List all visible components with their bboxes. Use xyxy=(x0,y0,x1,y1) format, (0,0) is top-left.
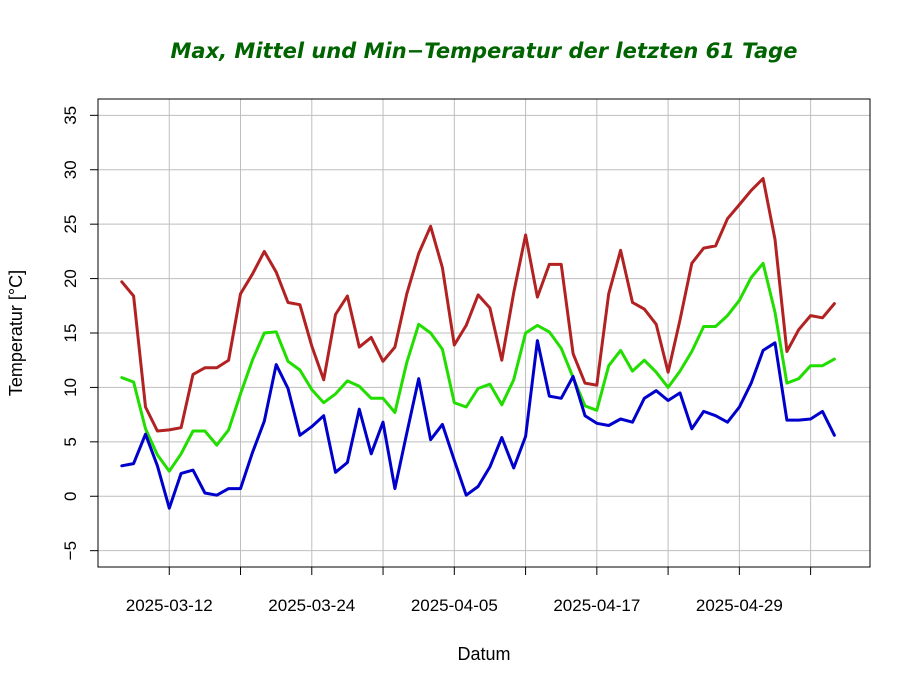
series-line xyxy=(120,339,836,510)
y-tick-label: 25 xyxy=(61,215,80,234)
y-tick-label: 30 xyxy=(61,160,80,179)
x-tick-label: 2025-04-17 xyxy=(553,596,640,615)
y-tick-label: 10 xyxy=(61,378,80,397)
y-tick-label: 5 xyxy=(61,437,80,446)
series-line xyxy=(120,177,836,433)
y-axis: −5 0 5 10 15 20 25 30 35 xyxy=(61,106,98,560)
y-tick-label: 35 xyxy=(61,106,80,125)
x-tick-label: 2025-04-05 xyxy=(411,596,498,615)
series-line xyxy=(120,261,836,473)
y-tick-label: 0 xyxy=(61,492,80,501)
y-axis-label: Temperatur [°C] xyxy=(6,270,26,396)
y-tick-label: 20 xyxy=(61,269,80,288)
y-tick-label: −5 xyxy=(61,541,80,560)
x-axis-label: Datum xyxy=(457,644,510,664)
x-axis: 2025-03-12 2025-03-24 2025-04-05 2025-04-17… xyxy=(126,567,812,615)
x-tick-label: 2025-03-12 xyxy=(126,596,213,615)
chart-title: Max, Mittel und Min−Temperatur der letzt… xyxy=(171,39,798,63)
series-lines xyxy=(120,177,836,510)
x-tick-label: 2025-04-29 xyxy=(696,596,783,615)
y-tick-label: 15 xyxy=(61,324,80,343)
x-tick-label: 2025-03-24 xyxy=(268,596,355,615)
